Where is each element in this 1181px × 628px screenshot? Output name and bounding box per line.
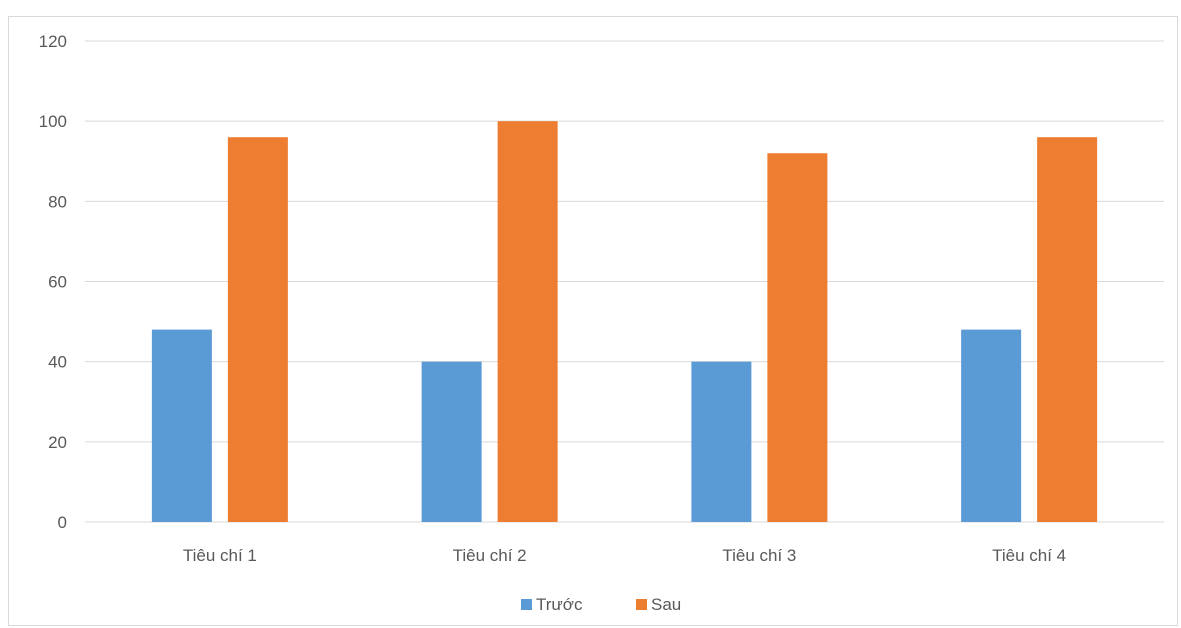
bars <box>151 121 1098 523</box>
chart-frame: 0 20 40 60 80 100 120 Tiêu chí 1 Tiêu chí 2 Tiêu… <box>8 16 1178 626</box>
bar-Trước-Tiêu chí 2 <box>421 361 482 522</box>
y-tick-label: 120 <box>39 32 67 51</box>
x-tick-label: Tiêu chí 1 <box>183 546 257 565</box>
y-tick-label: 0 <box>58 513 67 532</box>
bar-Sau-Tiêu chí 2 <box>497 121 558 523</box>
x-tick-label: Tiêu chí 3 <box>722 546 796 565</box>
bar-Sau-Tiêu chí 1 <box>227 137 288 522</box>
bar-Trước-Tiêu chí 1 <box>151 329 212 522</box>
x-tick-label: Tiêu chí 4 <box>992 546 1066 565</box>
legend-swatch-Sau <box>636 599 647 610</box>
x-axis-tick-labels: Tiêu chí 1 Tiêu chí 2 Tiêu chí 3 Tiêu chí 4 <box>183 546 1066 565</box>
y-tick-label: 20 <box>48 433 67 452</box>
y-tick-label: 40 <box>48 353 67 372</box>
bar-Trước-Tiêu chí 4 <box>961 329 1022 522</box>
bar-Sau-Tiêu chí 4 <box>1037 137 1098 522</box>
cropped-heading-text <box>0 0 1181 12</box>
y-tick-label: 80 <box>48 192 67 211</box>
legend: Trước Sau <box>521 595 681 614</box>
x-tick-label: Tiêu chí 2 <box>453 546 527 565</box>
y-tick-label: 100 <box>39 112 67 131</box>
legend-label: Sau <box>651 595 681 614</box>
legend-label: Trước <box>536 595 583 614</box>
bar-Sau-Tiêu chí 3 <box>767 153 828 522</box>
y-tick-label: 60 <box>48 273 67 292</box>
y-axis-tick-labels: 0 20 40 60 80 100 120 <box>39 32 67 532</box>
bar-Trước-Tiêu chí 3 <box>691 361 752 522</box>
legend-swatch-Trước <box>521 599 532 610</box>
